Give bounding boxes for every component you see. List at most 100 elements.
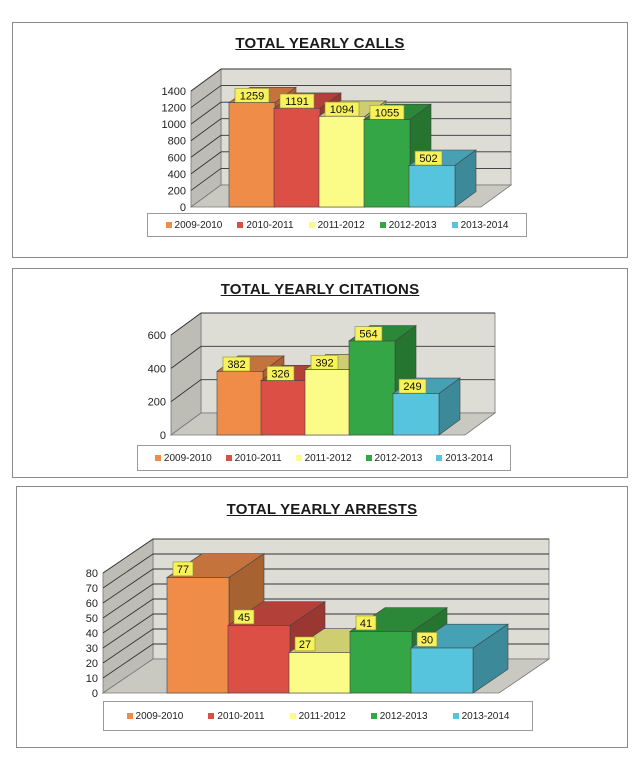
chart-title: TOTAL YEARLY CALLS: [235, 35, 405, 52]
legend-item: 2013-2014: [452, 710, 510, 722]
legend-swatch: [225, 455, 232, 461]
gridline: [190, 151, 222, 175]
gridline: [170, 345, 202, 369]
legend-item: 2012-2013: [379, 219, 437, 231]
calls-chart-plot: 0 200 400 600 800 1000 1200 1400 1259 1191 1094 105…: [162, 68, 513, 214]
gridline: [190, 101, 222, 125]
data-label-box: [294, 636, 316, 652]
data-label-box: [398, 378, 427, 394]
arrests-chart-plot: 0 10 20 30 40 50 60 70 80 77 45 27 41 30: [86, 538, 551, 700]
legend-item: 2012-2013: [365, 453, 422, 464]
y-tick-label: 800: [168, 136, 186, 148]
data-label: 41: [360, 618, 372, 630]
chart-legend: 2009-2010 2010-2011 2011-2012 2012-2013 2013…: [147, 213, 527, 237]
data-label-box: [414, 150, 443, 166]
y-tick-label: 400: [148, 363, 166, 375]
y-tick-label: 200: [148, 397, 166, 409]
data-label: 30: [421, 634, 433, 646]
legend-swatch: [289, 713, 296, 719]
legend-label: 2011-2012: [317, 219, 365, 231]
data-label: 502: [419, 153, 437, 165]
data-label-box: [355, 615, 377, 631]
legend-swatch: [452, 713, 459, 719]
data-label-box: [222, 356, 251, 372]
legend-swatch: [295, 455, 302, 461]
legend-item: 2011-2012: [308, 219, 365, 231]
y-tick-label: 1200: [162, 103, 186, 115]
data-label-box: [354, 326, 383, 341]
gridline: [170, 312, 202, 336]
legend-item: 2013-2014: [451, 219, 509, 231]
legend-item: 2009-2010: [154, 452, 212, 464]
legend-label: 2010-2011: [234, 452, 282, 464]
legend-item: 2012-2013: [370, 710, 428, 722]
legend-swatch: [451, 222, 458, 228]
y-tick-label: 50: [86, 613, 98, 625]
y-tick-label: 1400: [162, 86, 186, 98]
arrests-chart-panel: TOTAL YEARLY ARRESTS 0 10 20 30 40 50 60 70 80 77…: [16, 486, 628, 748]
gridline: [190, 118, 222, 142]
data-label-box: [266, 366, 295, 381]
y-tick-label: 600: [168, 152, 186, 164]
data-label-box: [279, 93, 315, 109]
y-tick-label: 1000: [162, 119, 186, 131]
legend-swatch: [370, 713, 377, 719]
legend-label: 2013-2014: [460, 219, 509, 231]
gridline: [170, 379, 202, 403]
data-label: 564: [359, 329, 377, 341]
y-tick-label: 0: [92, 688, 98, 700]
legend-swatch: [208, 713, 215, 719]
y-tick-label: 10: [86, 673, 98, 685]
y-tick-label: 30: [86, 643, 98, 655]
gridline: [190, 134, 222, 158]
data-label: 1191: [285, 96, 309, 108]
legend-item: 2009-2010: [165, 220, 222, 231]
data-label: 1094: [330, 104, 354, 116]
data-label-box: [324, 101, 360, 117]
gridline: [102, 553, 154, 589]
legend-label: 2011-2012: [304, 452, 352, 464]
legend-item: 2009-2010: [126, 711, 183, 722]
legend-swatch: [165, 222, 172, 228]
legend-label: 2013-2014: [445, 452, 494, 464]
data-label: 77: [177, 564, 189, 576]
legend-label: 2013-2014: [461, 710, 510, 722]
legend-label: 2012-2013: [379, 710, 428, 722]
data-label-box: [233, 609, 255, 625]
chart-title: TOTAL YEARLY CITATIONS: [220, 281, 420, 298]
legend-item: 2013-2014: [436, 453, 493, 464]
gridline: [102, 583, 154, 619]
legend-label: 2011-2012: [298, 710, 346, 722]
citations-chart-plot: 0 200 400 600 382 326 392 564 249: [148, 312, 497, 442]
data-label-box: [369, 104, 405, 120]
chart-legend: 2009-2010 2010-2011 2011-2012 2012-2013 2013…: [103, 701, 533, 731]
y-tick-label: 600: [148, 330, 166, 342]
data-label: 1259: [240, 90, 264, 102]
data-label-box: [234, 88, 270, 103]
data-label-box: [172, 561, 194, 577]
data-label: 249: [403, 381, 421, 393]
y-tick-label: 400: [168, 169, 186, 181]
y-tick-label: 60: [86, 598, 98, 610]
data-label: 392: [315, 357, 333, 369]
legend-item: 2010-2011: [225, 452, 282, 464]
y-tick-label: 80: [86, 568, 98, 580]
legend-swatch: [154, 455, 161, 461]
data-label: 382: [227, 359, 245, 371]
gridline: [102, 628, 154, 664]
legend-label: 2009-2010: [163, 452, 212, 464]
legend-swatch: [379, 222, 386, 228]
chart-legend: 2009-2010 2010-2011 2011-2012 2012-2013 2013…: [137, 445, 511, 471]
calls-chart-panel: TOTAL YEARLY CALLS 0 200 400 600 800 1000 1200…: [12, 22, 628, 258]
legend-label: 2012-2013: [388, 219, 437, 231]
y-tick-label: 40: [86, 628, 98, 640]
data-label-box: [416, 632, 438, 647]
gridline: [102, 598, 154, 634]
legend-swatch: [237, 222, 244, 228]
legend-swatch: [308, 222, 315, 228]
legend-label: 2010-2011: [246, 219, 294, 231]
data-label: 1055: [375, 107, 399, 119]
legend-item: 2010-2011: [237, 219, 294, 231]
legend-item: 2011-2012: [289, 710, 346, 722]
legend-swatch: [365, 455, 372, 461]
